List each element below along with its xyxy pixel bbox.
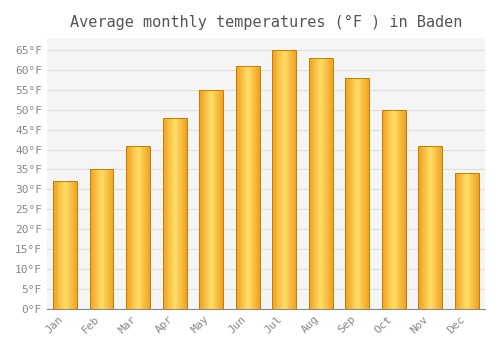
Bar [455, 174, 478, 309]
Bar [309, 58, 332, 309]
Bar [272, 50, 296, 309]
Bar [200, 90, 223, 309]
Bar [346, 78, 369, 309]
Title: Average monthly temperatures (°F ) in Baden: Average monthly temperatures (°F ) in Ba… [70, 15, 462, 30]
Bar [54, 181, 77, 309]
Bar [236, 66, 260, 309]
Bar [418, 146, 442, 309]
Bar [163, 118, 186, 309]
Bar [90, 169, 114, 309]
Bar [126, 146, 150, 309]
Bar [382, 110, 406, 309]
